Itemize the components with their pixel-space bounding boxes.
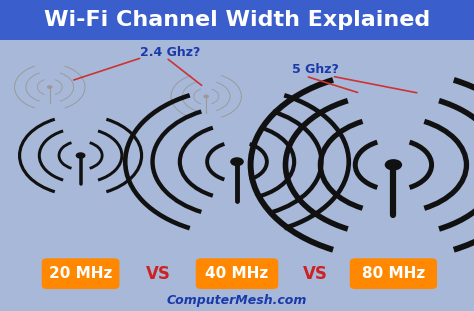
Circle shape — [47, 85, 53, 89]
Text: 20 MHz: 20 MHz — [49, 266, 112, 281]
Text: 5 Ghz?: 5 Ghz? — [292, 63, 338, 77]
Circle shape — [76, 152, 85, 159]
FancyBboxPatch shape — [0, 0, 474, 40]
FancyBboxPatch shape — [42, 258, 119, 289]
Text: Wi-Fi Channel Width Explained: Wi-Fi Channel Width Explained — [44, 10, 430, 30]
FancyBboxPatch shape — [196, 258, 278, 289]
FancyBboxPatch shape — [350, 258, 437, 289]
Circle shape — [203, 95, 209, 98]
Text: ComputerMesh.com: ComputerMesh.com — [167, 294, 307, 307]
Text: VS: VS — [146, 265, 171, 283]
Circle shape — [385, 159, 402, 170]
Text: 2.4 Ghz?: 2.4 Ghz? — [140, 46, 200, 59]
Text: 80 MHz: 80 MHz — [362, 266, 425, 281]
Circle shape — [230, 157, 244, 166]
Text: 40 MHz: 40 MHz — [205, 266, 269, 281]
Text: VS: VS — [303, 265, 328, 283]
